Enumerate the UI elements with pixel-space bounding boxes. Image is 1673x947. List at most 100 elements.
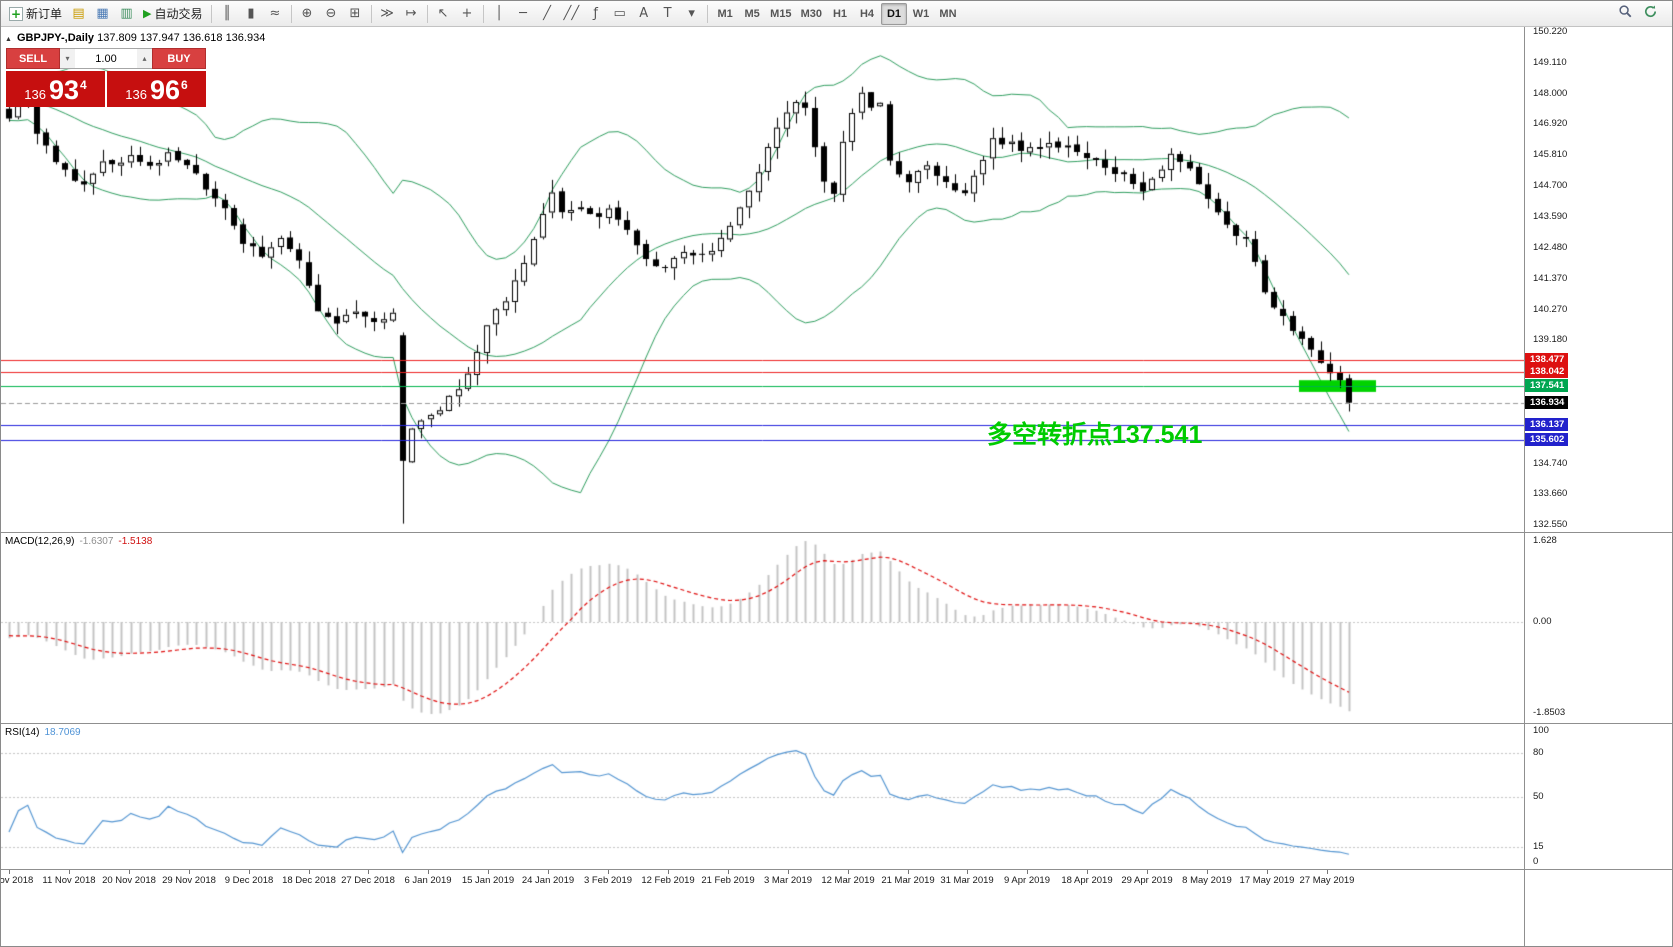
pivot-annotation-text[interactable]: 多空转折点137.541 [987, 421, 1203, 449]
buy-price-main: 96 [149, 75, 181, 106]
buy-price-display[interactable]: 136 96 6 [107, 71, 206, 107]
timeframe-m5-button[interactable]: M5 [739, 3, 765, 25]
channel-icon: ╱╱ [563, 6, 580, 21]
navigator-icon: ▥ [120, 6, 133, 21]
trendline-tool-button[interactable]: ╱ [536, 3, 559, 25]
timeframe-m15-button[interactable]: M15 [766, 3, 795, 25]
price-scale[interactable]: 150.220 149.110 148.000 146.920 145.810 144.7… [1524, 26, 1672, 946]
cursor-tool-button[interactable]: ↖ [432, 3, 455, 25]
date-label: 12 Mar 2019 [821, 875, 875, 886]
date-label: 29 Nov 2018 [162, 875, 216, 886]
time-axis-tick [69, 870, 70, 874]
macd-canvas[interactable] [1, 533, 1524, 723]
sell-price-display[interactable]: 136 93 4 [6, 71, 105, 107]
toolbar-separator [290, 4, 292, 23]
toolbar-separator [370, 4, 372, 23]
macd-scale-label: 0.00 [1533, 616, 1552, 627]
text-tool-button[interactable]: A [632, 3, 655, 25]
buy-button[interactable]: BUY [152, 48, 206, 69]
macd-name: MACD(12,26,9) [5, 536, 75, 547]
line-chart-button[interactable]: ≈ [264, 3, 287, 25]
rsi-panel: RSI(14) 18.7069 [1, 724, 1524, 869]
data-window-button[interactable]: ▦ [91, 3, 114, 25]
timeframe-h1-button[interactable]: H1 [827, 3, 853, 25]
toolbar-separator [426, 4, 428, 23]
search-button[interactable] [1614, 3, 1637, 25]
lot-decrease-button[interactable]: ▾ [60, 49, 75, 68]
rsi-name: RSI(14) [5, 727, 40, 738]
macd-scale-label: 1.628 [1533, 535, 1557, 546]
rsi-scale-label: 50 [1533, 790, 1544, 802]
rsi-scale-label: 100 [1533, 725, 1549, 736]
timeframe-h4-button[interactable]: H4 [854, 3, 880, 25]
auto-trading-button[interactable]: ▶ 自动交易 [139, 3, 206, 25]
time-axis-tick [1147, 870, 1148, 874]
panel-separator [1, 869, 1672, 870]
panel-separator[interactable] [1, 723, 1672, 724]
chart-symbol-label: GBPJPY-,Daily [17, 32, 95, 44]
date-label: 31 Mar 2019 [940, 875, 994, 886]
bar-chart-icon: ║ [223, 6, 231, 21]
rsi-canvas[interactable] [1, 724, 1524, 869]
auto-trading-label: 自动交易 [154, 7, 203, 21]
crosshair-tool-button[interactable]: + [456, 3, 479, 25]
refresh-button[interactable] [1639, 3, 1662, 25]
chart-header: ▲ GBPJPY-,Daily 137.809 137.947 136.618 … [5, 32, 265, 44]
new-order-button[interactable]: + 新订单 [5, 3, 66, 25]
chart-shift-button[interactable]: ↦ [400, 3, 423, 25]
zoom-in-button[interactable]: ⊕ [296, 3, 319, 25]
navigator-button[interactable]: ▥ [115, 3, 138, 25]
shapes-tool-button[interactable]: ▭ [608, 3, 631, 25]
timeframe-m1-button[interactable]: M1 [712, 3, 738, 25]
timeframe-d1-button[interactable]: D1 [880, 2, 907, 25]
time-axis-tick [1087, 870, 1088, 874]
price-scale-label: 146.920 [1533, 118, 1568, 130]
time-axis-tick [1267, 870, 1268, 874]
price-scale-label: 132.550 [1533, 518, 1568, 530]
channel-tool-button[interactable]: ╱╱ [560, 3, 584, 25]
date-label: 27 Dec 2018 [341, 875, 395, 886]
market-watch-icon: ▤ [72, 6, 85, 21]
bar-chart-button[interactable]: ║ [216, 3, 239, 25]
tile-windows-button[interactable]: ⊞ [344, 3, 367, 25]
date-label: 20 Nov 2018 [102, 875, 156, 886]
date-label: 8 May 2019 [1182, 875, 1232, 886]
date-label: 18 Apr 2019 [1061, 875, 1113, 886]
macd-main-value: -1.6307 [79, 536, 114, 547]
new-order-icon: + [9, 6, 23, 21]
price-tag: 136.934 [1525, 395, 1569, 409]
timeframe-w1-button[interactable]: W1 [908, 3, 934, 25]
date-label: 9 Apr 2019 [1004, 875, 1050, 886]
panel-separator[interactable] [1, 532, 1672, 533]
price-scale-label: 150.220 [1533, 26, 1568, 37]
refresh-icon [1643, 4, 1658, 23]
text-label-tool-button[interactable]: T [656, 3, 679, 25]
time-axis-tick [428, 870, 429, 874]
timeframe-mn-button[interactable]: MN [935, 3, 961, 25]
timeframe-m30-button[interactable]: M30 [797, 3, 826, 25]
rsi-scale-label: 80 [1533, 747, 1544, 758]
zoom-out-button[interactable]: ⊖ [320, 3, 343, 25]
sell-price-prefix: 136 [24, 86, 46, 102]
toolbar-separator [482, 4, 484, 23]
time-axis-tick [249, 870, 250, 874]
lot-increase-button[interactable]: ▴ [137, 49, 152, 68]
arrows-tool-button[interactable]: ▾ [680, 3, 703, 25]
shapes-icon: ▭ [613, 6, 626, 21]
sell-button[interactable]: SELL [6, 48, 60, 69]
lot-size-input[interactable] [75, 49, 137, 68]
price-chart-canvas[interactable] [1, 27, 1524, 532]
candlestick-chart-button[interactable]: ▮ [240, 3, 263, 25]
vertical-line-tool-button[interactable]: │ [488, 3, 511, 25]
vertical-line-icon: │ [495, 6, 503, 21]
line-chart-icon: ≈ [269, 6, 281, 21]
market-watch-button[interactable]: ▤ [67, 3, 90, 25]
horizontal-line-tool-button[interactable]: ─ [512, 3, 535, 25]
auto-scroll-button[interactable]: ≫ [376, 3, 399, 25]
trendline-icon: ╱ [543, 6, 551, 21]
fibonacci-tool-button[interactable]: ƒ [584, 3, 607, 25]
rsi-value: 18.7069 [44, 727, 81, 738]
price-scale-label: 141.370 [1533, 272, 1568, 284]
date-label: 18 Dec 2018 [282, 875, 336, 886]
time-axis[interactable]: 1 Nov 2018 11 Nov 2018 20 Nov 2018 29 Nov 2… [1, 870, 1524, 896]
